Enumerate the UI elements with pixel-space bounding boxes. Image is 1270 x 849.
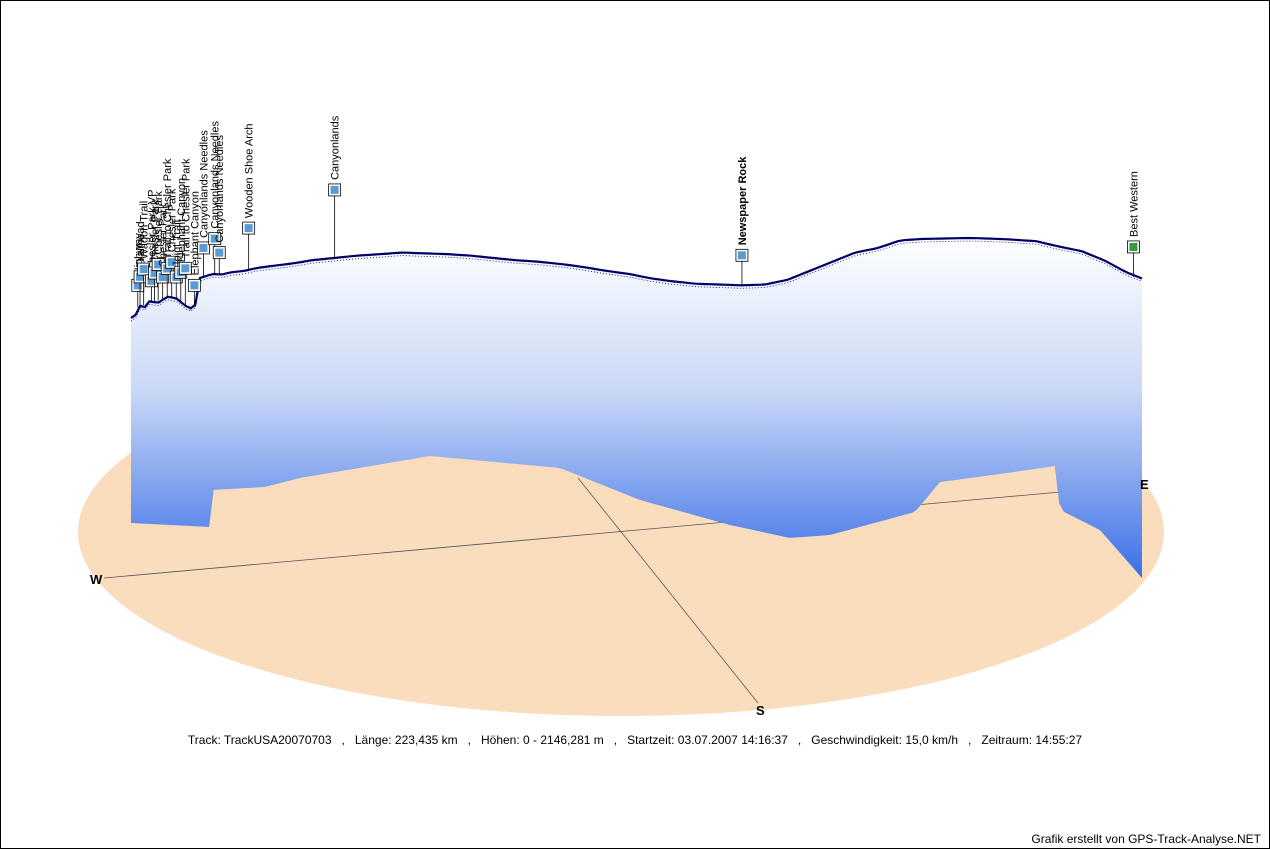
waypoint-label: Chesler Park [150,199,162,263]
track-label: Track: [187,733,221,747]
elevation-value: 0 - 2146,281 m [523,733,604,747]
camera-icon [330,185,339,194]
track-info-line: Track: TrackUSA20070703 , Länge: 223,435… [187,733,1083,747]
camera-icon [150,269,159,278]
waypoint-label: Chesler Park [158,203,170,267]
waypoint-marker[interactable]: Canyonlands Needles [212,135,226,275]
waypoint-label: Wagon Trail [139,201,151,259]
profile-area [131,238,1142,578]
waypoint-label: Elephant Canyon [176,178,188,262]
waypoint-marker[interactable]: Trail to Chesler Park [178,158,192,305]
waypoint-label: Canyonlands Needles [198,130,210,238]
speed-value: 15,0 km/h [905,733,959,747]
compass-west-label: W [90,572,103,587]
profile-curtain [131,238,1142,578]
north-south-axis [577,477,759,704]
profile-line [130,236,1143,319]
waypoint-label: Newspaper Rock [737,156,749,246]
waypoint-label: Chesler Park [153,190,165,254]
waypoint-marker[interactable]: Wooden Shoe Arch [242,123,256,271]
waypoint-marker[interactable]: Canyonlands Needles [208,121,222,275]
waypoint-label: Joint Trail [171,220,183,267]
credit-footer: Grafik erstellt von GPS-Track-Analyse.NE… [1031,832,1261,846]
waypoint-label: Canyonlands [330,115,342,180]
duration-value: 14:55:27 [1035,733,1083,747]
flag-icon [1129,242,1138,251]
waypoint-label: Wooden Shoe Arch [244,123,256,218]
camera-icon [154,260,163,269]
waypoint-label: Chesler Park [167,188,179,252]
waypoint-label: Trail to Chesler Park [162,158,174,258]
speed-label: Geschwindigkeit: [811,733,902,747]
waypoint-label: Trailhead [135,221,147,266]
waypoint-marker[interactable]: Chesler Park [165,188,179,299]
length-label: Länge: [354,733,392,747]
waypoint-marker[interactable]: Canyonlands Needles [197,130,210,277]
camera-icon [199,243,208,252]
waypoint-marker[interactable]: Best Western [1127,171,1140,277]
start-value: 03.07.2007 14:16:37 [677,733,788,747]
waypoint-label: Canyonlands Needles [214,135,226,243]
waypoint-marker[interactable]: Newspaper Rock [735,156,749,286]
camera-icon [210,234,219,243]
length-value: 223,435 km [394,733,458,747]
camera-icon [147,276,156,285]
elevation-label: Höhen: [480,733,520,747]
camera-icon [737,251,746,260]
compass-east-label: E [1140,477,1149,492]
camera-icon [190,281,199,290]
track-name: TrackUSA20070703 [223,733,332,747]
camera-icon [215,248,224,257]
camera-icon [244,224,253,233]
waypoint-marker[interactable]: Canyonlands [328,115,342,258]
camera-icon [181,264,190,273]
waypoint-label: Best Western [1128,171,1140,237]
camera-icon [136,272,145,281]
camera-icon [167,258,176,267]
waypoint-label: Canyonlands Needles [210,121,222,229]
camera-icon [139,265,148,274]
compass-south-label: S [756,703,765,718]
start-label: Startzeit: [627,733,675,747]
camera-icon [133,281,142,290]
waypoint-marker[interactable]: Wagon Trail [137,201,151,306]
camera-icon [158,272,167,281]
waypoint-label: Trail to Chesler Park [180,158,192,258]
waypoint-marker[interactable]: Chesler Park [156,203,170,299]
duration-label: Zeitraum: [981,733,1033,747]
profile-line-group [130,236,1143,322]
waypoint-label: Chesler Park VP [146,189,158,270]
